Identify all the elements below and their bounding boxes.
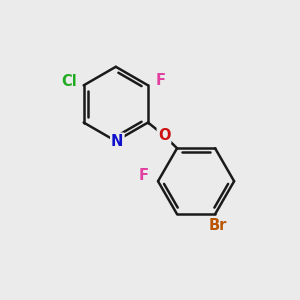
- Text: Br: Br: [209, 218, 227, 233]
- Text: Cl: Cl: [61, 74, 77, 89]
- Text: F: F: [139, 168, 149, 183]
- Text: F: F: [155, 73, 166, 88]
- Text: N: N: [111, 134, 124, 148]
- Text: O: O: [158, 128, 170, 143]
